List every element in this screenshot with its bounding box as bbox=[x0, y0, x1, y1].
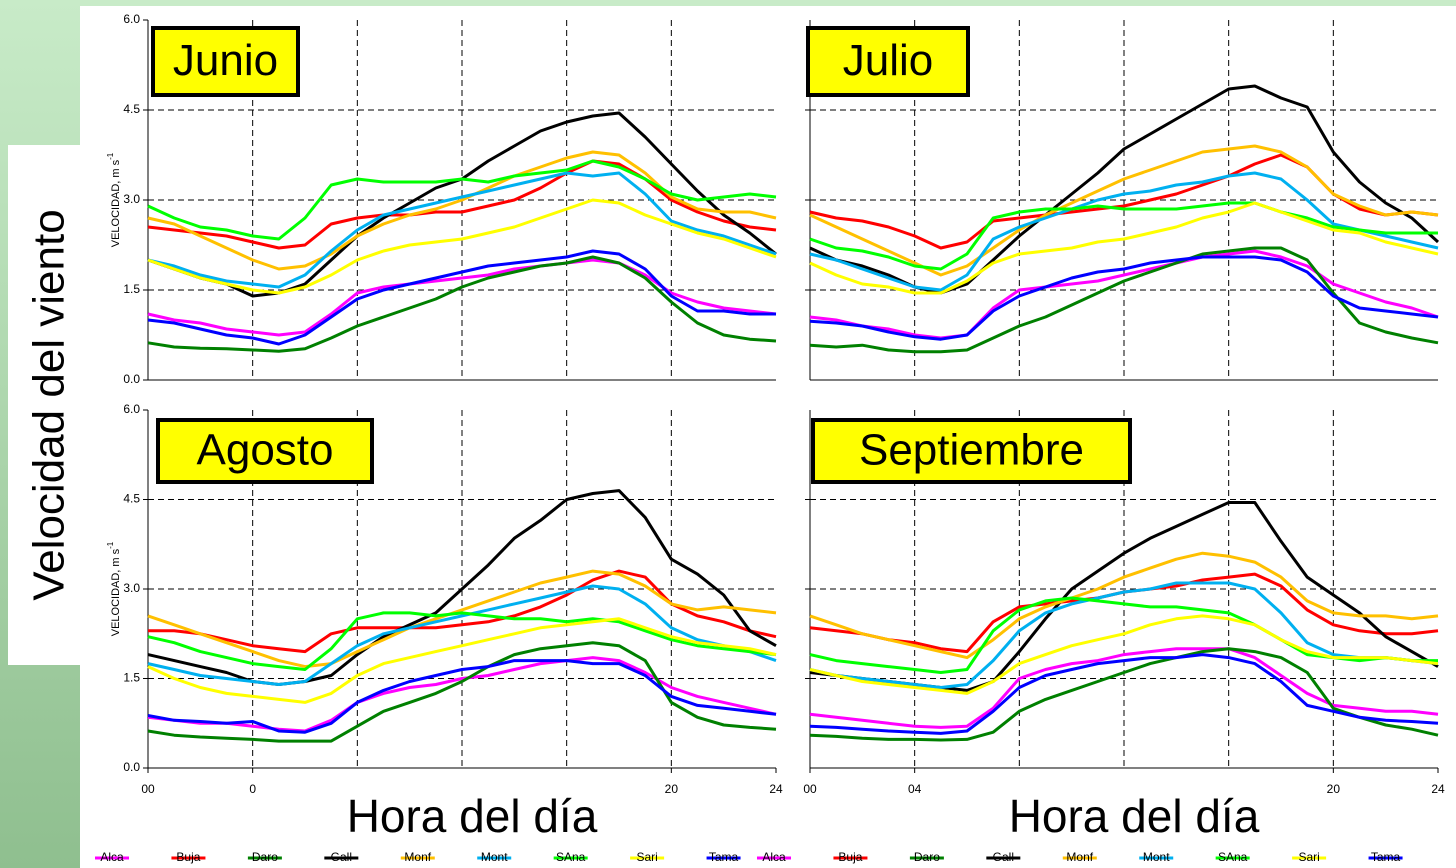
y-axis-label: VELOCIDAD, m s-1 bbox=[106, 152, 122, 247]
month-title: Septiembre bbox=[859, 426, 1084, 475]
y-axis-label-sup: -1 bbox=[106, 152, 115, 160]
series-line bbox=[147, 159, 777, 250]
series-line bbox=[809, 255, 1439, 341]
x-tick-label: 00 bbox=[803, 782, 817, 796]
x-axis-label: Hora del día bbox=[347, 790, 598, 842]
legend-label: Sari bbox=[1298, 850, 1319, 864]
y-axis-label: VELOCIDAD, m s-1 bbox=[106, 541, 122, 636]
series-line bbox=[147, 258, 777, 337]
x-tick-label: 24 bbox=[1431, 782, 1445, 796]
series-line bbox=[809, 581, 1439, 689]
y-tick-label: 1.5 bbox=[123, 671, 140, 685]
series-line bbox=[809, 249, 1439, 340]
series-line bbox=[147, 656, 777, 733]
x-label-box bbox=[312, 782, 632, 860]
y-tick-label: 3.0 bbox=[123, 192, 140, 206]
series-line bbox=[809, 614, 1439, 695]
month-title: Agosto bbox=[197, 426, 334, 475]
y-tick-label: 3.0 bbox=[123, 581, 140, 595]
legend-label: SAna bbox=[556, 850, 586, 864]
series-line bbox=[809, 653, 1439, 735]
legend-label: Daro bbox=[914, 850, 940, 864]
x-axis-label: Hora del día bbox=[1009, 790, 1260, 842]
legend-label: Tama bbox=[1371, 850, 1401, 864]
legend-label: Sari bbox=[636, 850, 657, 864]
series-line bbox=[147, 171, 777, 289]
series-line bbox=[809, 144, 1439, 277]
series-line bbox=[147, 569, 777, 669]
series-line bbox=[809, 551, 1439, 660]
x-label-box bbox=[974, 782, 1294, 860]
series-line bbox=[147, 617, 777, 704]
y-tick-label: 1.5 bbox=[123, 282, 140, 296]
y-tick-label: 0.0 bbox=[123, 760, 140, 774]
series-line bbox=[809, 201, 1438, 271]
month-box bbox=[811, 418, 1132, 484]
x-tick-label: 20 bbox=[665, 782, 679, 796]
legend-label: Buja bbox=[176, 850, 200, 864]
x-tick-label: 20 bbox=[1327, 782, 1341, 796]
series-line bbox=[147, 150, 777, 271]
month-title: Julio bbox=[843, 36, 934, 85]
legend-label: Gall bbox=[331, 850, 352, 864]
legend-label: Mont bbox=[1143, 850, 1170, 864]
legend-label: Daro bbox=[252, 850, 278, 864]
page-title: Velocidad del viento bbox=[25, 209, 74, 600]
legend-label: Monf bbox=[404, 850, 431, 864]
month-box bbox=[151, 26, 300, 97]
y-tick-label: 0.0 bbox=[123, 372, 140, 386]
y-axis-label-text: VELOCIDAD, m s bbox=[110, 159, 122, 247]
legend-label: Buja bbox=[838, 850, 862, 864]
series-line bbox=[809, 647, 1439, 729]
series-line bbox=[809, 201, 1439, 295]
x-tick-label: 24 bbox=[769, 782, 783, 796]
legend-label: Tama bbox=[709, 850, 739, 864]
legend-label: SAna bbox=[1218, 850, 1248, 864]
y-axis-label-text: VELOCIDAD, m s bbox=[110, 548, 122, 636]
legend-label: Monf bbox=[1066, 850, 1093, 864]
legend-label: Alca bbox=[100, 850, 124, 864]
series-line bbox=[809, 246, 1439, 354]
series-line bbox=[147, 584, 777, 686]
month-title: Junio bbox=[173, 36, 278, 85]
x-tick-label: 00 bbox=[141, 782, 155, 796]
series-line bbox=[147, 611, 777, 671]
series-line bbox=[147, 249, 776, 346]
top-band bbox=[0, 0, 1456, 6]
title-box bbox=[8, 145, 80, 665]
y-tick-label: 4.5 bbox=[123, 492, 140, 506]
series-line bbox=[147, 198, 777, 295]
x-tick-label: 0 bbox=[249, 782, 256, 796]
y-axis-label-sup: -1 bbox=[106, 541, 115, 549]
series-line bbox=[809, 647, 1439, 742]
legend-label: Alca bbox=[762, 850, 786, 864]
month-box bbox=[806, 26, 970, 97]
month-box bbox=[156, 418, 374, 484]
legend-label: Gall bbox=[993, 850, 1014, 864]
y-tick-label: 6.0 bbox=[123, 12, 140, 26]
x-tick-label: 04 bbox=[908, 782, 922, 796]
series-line bbox=[147, 159, 777, 241]
legend-label: Mont bbox=[481, 850, 508, 864]
y-tick-label: 4.5 bbox=[123, 102, 140, 116]
series-line bbox=[809, 171, 1439, 292]
series-line bbox=[147, 659, 777, 734]
y-tick-label: 6.0 bbox=[123, 402, 140, 416]
series-line bbox=[147, 255, 777, 353]
series-line bbox=[147, 641, 777, 743]
